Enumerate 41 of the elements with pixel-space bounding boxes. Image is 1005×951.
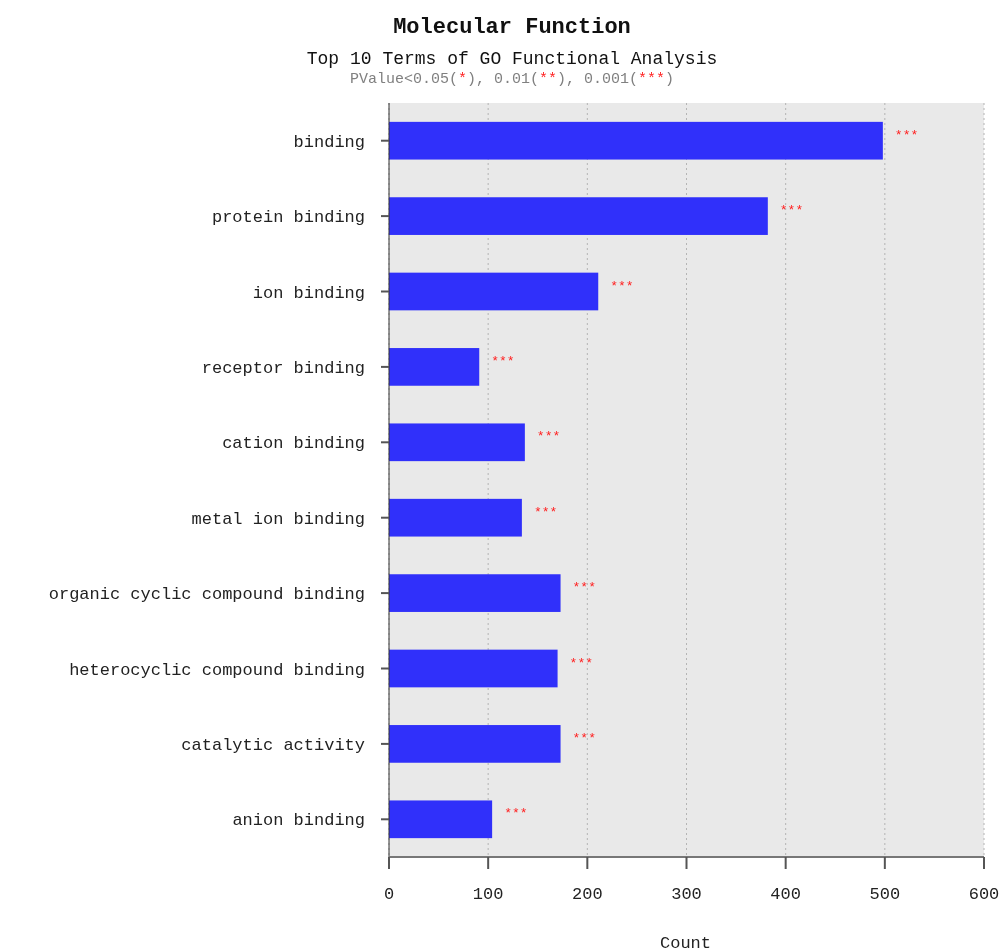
bar — [389, 800, 493, 839]
bar — [389, 725, 561, 763]
data-label: *** — [610, 278, 634, 294]
x-tick-label: 300 — [671, 885, 702, 904]
y-tick-label: catalytic activity — [181, 735, 365, 755]
text: PValue<0.05(*), 0.01(**), 0.001(***) — [349, 71, 675, 88]
chart-subtitle: Top 10 Terms of GO Functional Analysis — [306, 49, 718, 69]
x-tick-label: 500 — [869, 885, 901, 904]
y-tick-label: organic cyclic compound binding — [48, 585, 365, 605]
y-tick-label: cation binding — [222, 434, 365, 454]
y-tick-label: protein binding — [211, 208, 365, 228]
x-tick-label: 400 — [770, 885, 801, 904]
y-tick-label: heterocyclic compound binding — [69, 660, 365, 680]
bar — [389, 272, 599, 311]
chart-title: Molecular Function — [393, 15, 631, 40]
data-label: *** — [533, 504, 558, 520]
x-tick-label: 0 — [383, 885, 395, 904]
bar — [389, 197, 768, 235]
y-tick-label: anion binding — [232, 811, 365, 831]
data-label: *** — [779, 203, 804, 219]
bar — [389, 574, 561, 612]
data-label: *** — [569, 655, 593, 671]
bar — [389, 348, 480, 386]
data-label: *** — [504, 806, 528, 822]
y-tick-label: receptor binding — [201, 358, 365, 378]
x-tick-label: 600 — [968, 885, 1000, 904]
y-tick-label: ion binding — [252, 283, 365, 303]
data-label: *** — [491, 353, 515, 369]
bar — [389, 423, 525, 462]
y-tick-label: binding — [293, 132, 365, 152]
y-tick-label: metal ion binding — [191, 509, 365, 529]
data-label: *** — [894, 127, 919, 143]
x-axis-title: Count — [659, 934, 712, 951]
data-label: *** — [572, 580, 596, 596]
bar — [389, 121, 883, 160]
x-tick-label: 200 — [572, 885, 603, 904]
data-label: *** — [536, 429, 561, 445]
data-label: *** — [572, 730, 596, 746]
bar — [389, 498, 522, 537]
bar — [389, 649, 558, 688]
x-tick-label: 100 — [472, 885, 504, 904]
